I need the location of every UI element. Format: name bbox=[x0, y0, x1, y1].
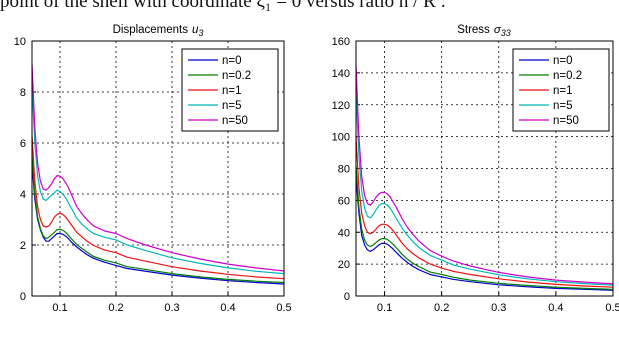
legend-label: n=1 bbox=[222, 85, 242, 97]
legend: n=0 n=0.2 n=1 n=5 n=50 bbox=[181, 48, 279, 132]
chart-title-symbol: u bbox=[192, 24, 199, 36]
legend-label: n=50 bbox=[553, 115, 579, 127]
series-line-n=0 bbox=[355, 176, 614, 291]
x-tick-label: 0.4 bbox=[548, 302, 563, 314]
legend: n=0 n=0.2 n=1 n=5 n=50 bbox=[512, 48, 610, 132]
series-line-n=5 bbox=[31, 84, 285, 275]
series-line-n=0.2 bbox=[355, 165, 614, 290]
y-tick-label: 10 bbox=[14, 36, 26, 48]
y-tick-label: 6 bbox=[20, 138, 26, 150]
x-tick-label: 0.4 bbox=[220, 302, 235, 314]
x-tick-label: 0.3 bbox=[164, 302, 179, 314]
y-tick-label: 140 bbox=[332, 68, 350, 80]
y-tick-label: 160 bbox=[332, 36, 350, 48]
chart-title-main: Displacements bbox=[113, 24, 189, 36]
legend-label: n=5 bbox=[553, 100, 573, 112]
legend-label: n=0 bbox=[553, 55, 573, 67]
y-tick-label: 40 bbox=[338, 227, 350, 239]
chart-title-symbol: σ bbox=[494, 24, 502, 36]
series-line-n=50 bbox=[355, 64, 614, 285]
series-line-n=5 bbox=[355, 91, 614, 286]
legend-label: n=0.2 bbox=[553, 70, 582, 82]
chart-title-subscript: 33 bbox=[501, 28, 511, 38]
y-tick-label: 60 bbox=[338, 195, 350, 207]
series-line-n=1 bbox=[31, 135, 285, 280]
x-tick-label: 0.5 bbox=[605, 302, 619, 314]
legend-label: n=0.2 bbox=[222, 70, 251, 82]
y-tick-label: 100 bbox=[332, 132, 350, 144]
chart-title: Stress σ33 bbox=[457, 24, 511, 38]
y-tick-label: 0 bbox=[20, 291, 26, 303]
header-text: point of the shell with coordinate ξ₁ = … bbox=[0, 0, 446, 11]
x-tick-label: 0.1 bbox=[52, 302, 67, 314]
chart-panel-2: 0.1 0.2 0.3 0.4 0.5 0 20 40 60 80 100 120 140 160 Stre… bbox=[332, 24, 619, 314]
legend-label: n=5 bbox=[222, 100, 242, 112]
chart-title: Displacements u3 bbox=[113, 24, 204, 38]
axes-frame bbox=[31, 40, 285, 297]
x-tick-label: 0.1 bbox=[377, 302, 392, 314]
legend-label: n=1 bbox=[553, 85, 573, 97]
chart-title-subscript: 3 bbox=[198, 28, 203, 38]
y-tick-label: 0 bbox=[344, 291, 350, 303]
y-tick-label: 20 bbox=[338, 259, 350, 271]
x-tick-label: 0.5 bbox=[276, 302, 291, 314]
series-line-n=0.2 bbox=[31, 155, 285, 284]
x-tick-label: 0.3 bbox=[491, 302, 506, 314]
series-line-n=1 bbox=[355, 136, 614, 288]
y-tick-label: 2 bbox=[20, 240, 26, 252]
x-tick-label: 0.2 bbox=[434, 302, 449, 314]
legend-label: n=0 bbox=[222, 55, 242, 67]
chart-panel-1: 0.1 0.2 0.3 0.4 0.5 0 2 4 6 8 10 Displacements u3 n=0… bbox=[14, 24, 292, 314]
series-line-n=50 bbox=[31, 63, 285, 272]
chart-title-main: Stress bbox=[457, 24, 490, 36]
x-tick-label: 0.2 bbox=[108, 302, 123, 314]
y-tick-label: 8 bbox=[20, 87, 26, 99]
series-line-n=0 bbox=[31, 163, 285, 285]
y-tick-label: 4 bbox=[20, 189, 26, 201]
axes-frame bbox=[355, 40, 614, 297]
y-tick-label: 80 bbox=[338, 164, 350, 176]
legend-label: n=50 bbox=[222, 115, 248, 127]
y-tick-label: 120 bbox=[332, 100, 350, 112]
